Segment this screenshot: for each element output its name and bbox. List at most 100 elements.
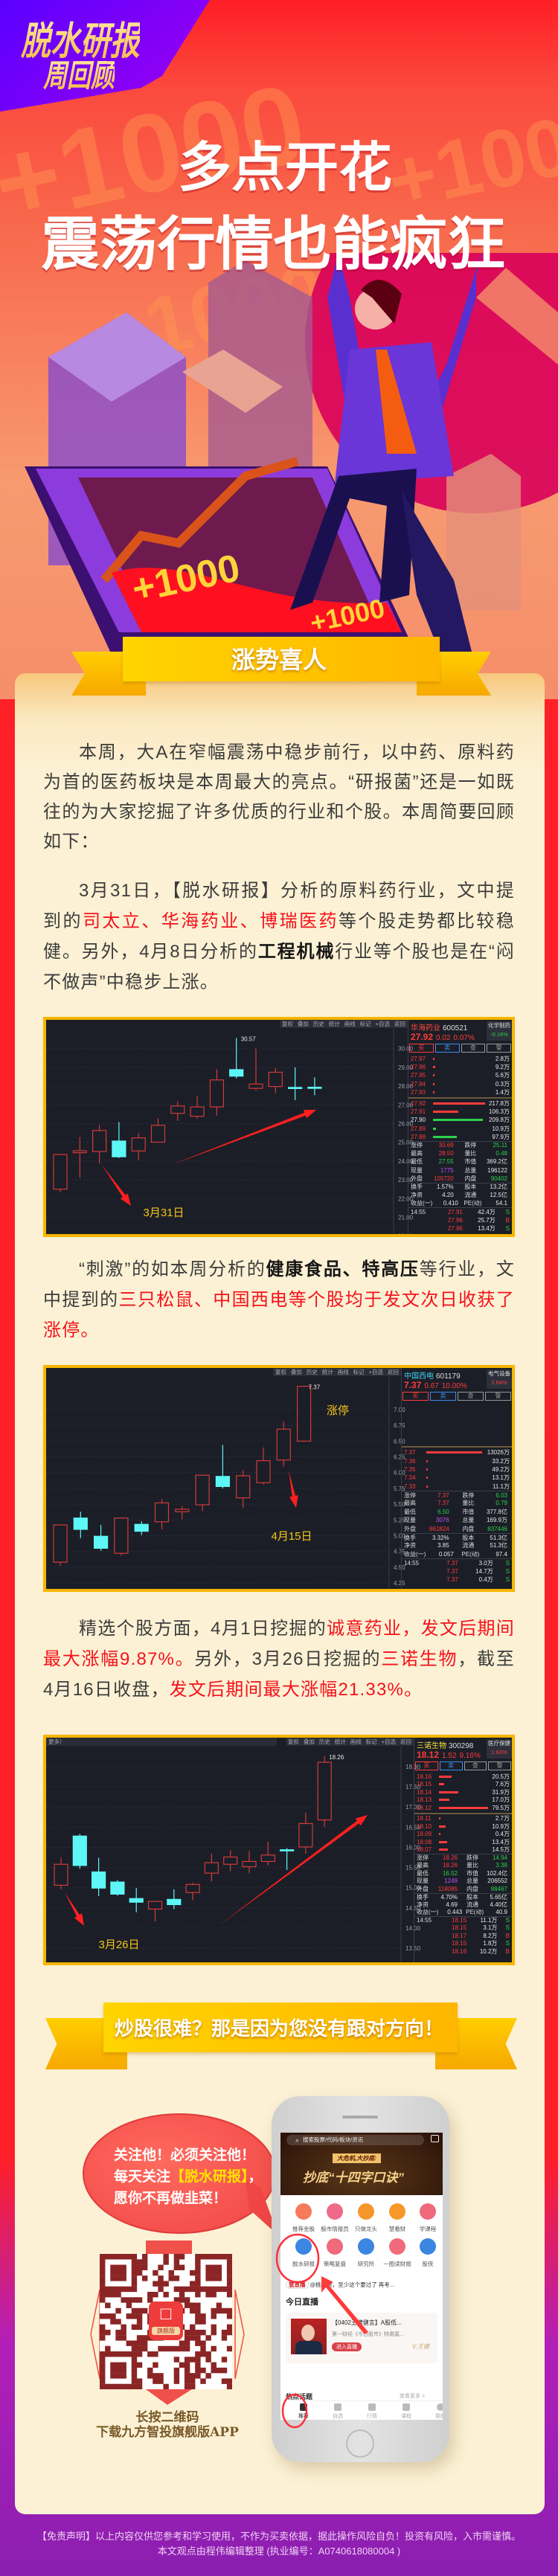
qr-code[interactable]: □ 旗舰版 (100, 2254, 233, 2390)
app-banner[interactable]: 搜索股票/代码/板块/资讯 ⌕ 大危机,大抄底: 抄底“十四字口诀” (280, 2133, 443, 2195)
toolbar-button[interactable]: 统计 (321, 1369, 333, 1375)
order-volume: 11.1万 (493, 1483, 510, 1490)
app-shortcut-label[interactable]: 脱水研报 (292, 2261, 315, 2267)
app-shortcut-icon[interactable] (389, 2203, 405, 2220)
sector-tag[interactable]: 化学制药 -0.16% (487, 1021, 512, 1041)
tab-0[interactable]: 推荐 (292, 2403, 315, 2420)
alert-button[interactable]: 警 (485, 1392, 511, 1401)
qr-module (136, 2345, 143, 2352)
enter-live-button[interactable]: 进入直播 (332, 2342, 362, 2351)
toolbar-button[interactable]: 画线 (344, 1021, 356, 1027)
qr-module (158, 2264, 164, 2270)
app-shortcut-icon[interactable] (358, 2203, 374, 2220)
toolbar-button[interactable]: 画线 (337, 1369, 349, 1375)
app-shortcut-icon[interactable] (389, 2238, 405, 2255)
qr-module (195, 2270, 201, 2276)
buy-button[interactable]: 买 (409, 1044, 434, 1053)
toolbar-button[interactable]: 画线 (350, 1738, 362, 1745)
qr-module (216, 2275, 222, 2281)
toolbar-button[interactable]: 历史 (306, 1369, 318, 1375)
qr-module (226, 2275, 233, 2281)
app-shortcut-label[interactable]: 只做龙头 (355, 2226, 377, 2232)
toolbar-button[interactable]: 标记 (353, 1369, 365, 1375)
app-shortcut-label[interactable]: 慧看财 (388, 2226, 406, 2232)
app-shortcut-icon[interactable] (327, 2238, 343, 2255)
toolbar-button[interactable]: 叠加 (303, 1738, 315, 1745)
toolbar-button[interactable]: 历史 (312, 1021, 324, 1027)
live-ticker[interactable]: 慧直播 @桃…景，至少这个要过了 再考... (286, 2281, 394, 2289)
order-price: 27.90 (411, 1117, 426, 1124)
stat-value: 13.2亿 (490, 1183, 507, 1191)
toolbar-more-button[interactable]: 更多） (46, 1738, 277, 1746)
toolbar-button[interactable]: 复权 (287, 1738, 299, 1745)
toolbar-button[interactable]: 历史 (318, 1738, 330, 1745)
tab-4[interactable]: 我的 (429, 2403, 443, 2420)
app-shortcut-label[interactable]: 策略复盘 (324, 2261, 346, 2267)
stat-value: 54.1 (496, 1200, 507, 1207)
tab-3[interactable]: 课程 (395, 2403, 417, 2420)
qr-module (163, 2291, 169, 2298)
order-volume: 14.5万 (492, 1846, 510, 1854)
toolbar-button[interactable]: 复权 (275, 1369, 286, 1375)
app-shortcut-label[interactable]: 一图读财报 (383, 2261, 411, 2267)
buy-button[interactable]: 买 (403, 1392, 429, 1401)
sell-button[interactable]: 卖 (434, 1044, 460, 1053)
toolbar-button[interactable]: 返回 (387, 1369, 399, 1375)
candle-body (154, 1502, 170, 1523)
home-button[interactable] (346, 2429, 374, 2458)
tab-1[interactable]: 自选 (327, 2403, 349, 2420)
candle-body (288, 1087, 303, 1089)
toolbar-button[interactable]: 叠加 (297, 1021, 309, 1027)
app-shortcut-icon[interactable] (327, 2203, 343, 2220)
buy-button[interactable]: 买 (415, 1761, 438, 1770)
toolbar-button[interactable]: 标记 (365, 1738, 377, 1745)
app-shortcut-label[interactable]: 学课程 (419, 2226, 437, 2232)
app-shortcut-icon[interactable] (420, 2203, 436, 2220)
sell-button[interactable]: 卖 (430, 1392, 456, 1401)
order-price: 18.15 (417, 1781, 432, 1788)
qr-module (121, 2351, 126, 2357)
candle (167, 1889, 182, 1909)
highlight-text: 三只松鼠、中国西电等个股均于发文次日收获了涨停。 (43, 1290, 515, 1340)
bubble-highlight: 【脱水研报】 (170, 2168, 248, 2185)
sell-button[interactable]: 卖 (439, 1761, 463, 1770)
toolbar-button[interactable]: 返回 (394, 1021, 405, 1027)
tab-2[interactable]: 行情 (361, 2403, 383, 2420)
stat-value: 6.50 (437, 1508, 449, 1515)
toolbar-button[interactable]: 标记 (359, 1021, 371, 1027)
sector-tag[interactable]: 电气设备 2.64% (487, 1369, 512, 1389)
query-button[interactable]: 查 (458, 1392, 484, 1401)
app-shortcut-icon[interactable] (420, 2238, 436, 2255)
search-input[interactable]: 搜索股票/代码/板块/资讯 (286, 2135, 424, 2145)
query-button[interactable]: 查 (461, 1044, 486, 1053)
toolbar-button[interactable]: +自选 (368, 1369, 383, 1375)
alert-button[interactable]: 警 (488, 1761, 511, 1770)
toolbar-button[interactable]: +自选 (381, 1738, 396, 1745)
app-shortcut-icon[interactable] (295, 2203, 312, 2220)
article-paragraph: 本周，大A在窄幅震荡中稳步前行，以中药、原料药为首的医药板块是本周最大的亮点。“… (43, 738, 515, 857)
app-shortcut-label[interactable]: 研究所 (357, 2261, 375, 2267)
tab-label: 行情 (367, 2414, 377, 2419)
tick-time: 14:55 (404, 1559, 420, 1567)
app-shortcut-label[interactable]: 股侠 (422, 2261, 434, 2267)
candle (147, 1901, 163, 1922)
toolbar-button[interactable]: +自选 (375, 1021, 390, 1027)
message-icon[interactable] (431, 2135, 439, 2142)
toolbar-button[interactable]: 统计 (328, 1021, 340, 1027)
app-shortcut-icon[interactable] (358, 2238, 374, 2255)
app-shortcut-icon[interactable] (295, 2238, 312, 2255)
hot-topics-more-link[interactable]: 查看更多 > (400, 2394, 426, 2399)
app-shortcut-label[interactable]: 股市情报员 (321, 2226, 349, 2232)
toolbar-button[interactable]: 统计 (334, 1738, 346, 1745)
live-card[interactable]: 【0402王牌健言】A股低... 第一财经《今日股市》特邀嘉... 进入直播 V… (286, 2313, 437, 2363)
alert-button[interactable]: 警 (487, 1044, 511, 1053)
sector-tag[interactable]: 医疗保健 1.83% (487, 1739, 512, 1758)
toolbar-button[interactable]: 叠加 (290, 1369, 302, 1375)
candle-body (72, 1835, 87, 1866)
toolbar-button[interactable]: 复权 (281, 1021, 293, 1027)
toolbar-button[interactable]: 返回 (400, 1738, 411, 1745)
qr-pattern (100, 2254, 233, 2390)
chart-toolbar: 复权 叠加 历史 统计 画线 标记 +自选 返回 (280, 1020, 408, 1028)
app-shortcut-label[interactable]: 推荐金股 (292, 2226, 315, 2232)
query-button[interactable]: 查 (464, 1761, 487, 1770)
